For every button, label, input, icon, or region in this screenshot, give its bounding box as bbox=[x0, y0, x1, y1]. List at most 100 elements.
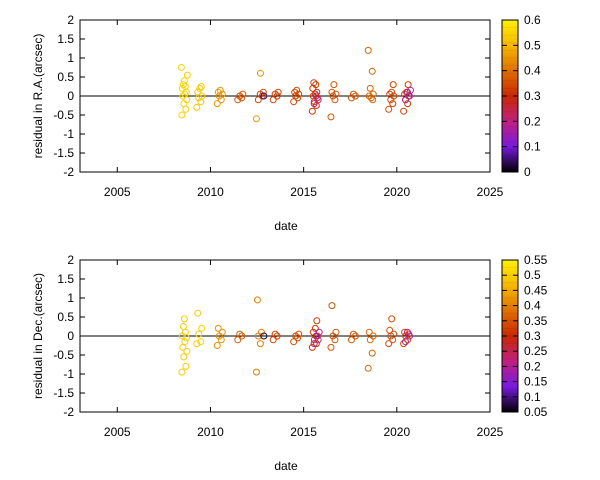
residual-point bbox=[238, 94, 246, 102]
residual-point bbox=[213, 342, 221, 349]
colorbar-tick-label: 0.4 bbox=[524, 299, 541, 313]
residual-point bbox=[349, 90, 357, 98]
ra-x-axis: 2005 2010 2015 2020 2025 bbox=[104, 20, 504, 199]
residual-point bbox=[404, 100, 412, 108]
residual-point bbox=[234, 96, 242, 104]
residual-point bbox=[400, 340, 408, 348]
residual-point bbox=[214, 324, 222, 332]
residual-point bbox=[178, 368, 186, 376]
residual-point bbox=[181, 90, 189, 98]
residual-point bbox=[310, 79, 318, 87]
residual-point bbox=[252, 368, 260, 376]
residual-point bbox=[198, 324, 206, 332]
residual-point bbox=[404, 81, 412, 89]
residual-point bbox=[218, 328, 226, 336]
residual-point bbox=[239, 90, 247, 98]
residual-point bbox=[314, 96, 322, 104]
residual-point bbox=[314, 336, 322, 344]
residual-point bbox=[179, 92, 187, 100]
ra-y-axis: -2 -1.5 -1 -0.5 0 0.5 1 1.5 2 bbox=[53, 13, 490, 179]
dec-x-axis: 2005 2010 2015 2020 2025 bbox=[104, 260, 504, 439]
dec-y-axis: -2 -1.5 -1 -0.5 0 0.5 1 1.5 2 bbox=[53, 253, 490, 419]
residual-point bbox=[179, 81, 187, 89]
residual-point bbox=[389, 100, 397, 108]
residual-point bbox=[332, 90, 340, 98]
residual-point bbox=[294, 94, 302, 102]
x-tick-label: 2015 bbox=[290, 185, 317, 199]
residual-point bbox=[390, 330, 398, 338]
ra-x-axis-label: date bbox=[274, 219, 298, 233]
residual-point bbox=[183, 347, 191, 355]
residual-point bbox=[180, 315, 188, 323]
residual-point bbox=[328, 302, 336, 310]
residual-point bbox=[349, 330, 357, 338]
residual-point bbox=[331, 336, 339, 344]
residual-point bbox=[308, 343, 316, 351]
colorbar-tick-label: 0.45 bbox=[524, 283, 548, 297]
residual-point bbox=[385, 105, 393, 113]
x-tick-label: 2005 bbox=[104, 425, 131, 439]
colorbar-tick-label: 0.15 bbox=[524, 375, 548, 389]
y-tick-label: -2 bbox=[63, 165, 74, 179]
colorbar-tick-label: 0.55 bbox=[524, 253, 548, 267]
residual-point bbox=[198, 92, 206, 100]
residual-point bbox=[256, 340, 264, 348]
residual-point bbox=[177, 64, 185, 71]
residual-point bbox=[294, 334, 302, 342]
x-tick-label: 2020 bbox=[383, 425, 410, 439]
ra-data-points bbox=[177, 46, 414, 123]
y-tick-label: 1 bbox=[67, 51, 74, 65]
residual-point bbox=[182, 362, 190, 370]
residual-point bbox=[197, 83, 205, 90]
residual-point bbox=[273, 332, 281, 340]
residual-point bbox=[178, 111, 186, 119]
residual-point bbox=[260, 92, 268, 100]
residual-point bbox=[309, 92, 317, 100]
residual-point bbox=[253, 296, 261, 304]
residual-point bbox=[252, 115, 260, 123]
colorbar-tick-label: 0.6 bbox=[524, 13, 541, 27]
residual-point bbox=[271, 330, 279, 338]
residual-point bbox=[218, 90, 226, 98]
residual-point bbox=[366, 84, 374, 92]
y-tick-label: 1.5 bbox=[57, 32, 74, 46]
residual-point bbox=[315, 328, 323, 336]
residual-point bbox=[312, 340, 320, 348]
y-tick-label: 2 bbox=[67, 13, 74, 27]
residual-point bbox=[369, 96, 377, 104]
y-tick-label: -0.5 bbox=[53, 348, 74, 362]
residual-point bbox=[195, 330, 203, 338]
x-tick-label: 2025 bbox=[477, 185, 504, 199]
residual-point bbox=[182, 105, 190, 113]
residual-point bbox=[236, 330, 244, 338]
colorbar-tick-label: 0.5 bbox=[524, 38, 541, 52]
residual-point bbox=[402, 96, 409, 104]
colorbar-tick-label: 0.1 bbox=[524, 390, 541, 404]
colorbar-tick-label: 0.2 bbox=[524, 359, 541, 373]
x-tick-label: 2005 bbox=[104, 185, 131, 199]
residual-point bbox=[364, 46, 372, 54]
colorbar-tick-label: 0.1 bbox=[524, 140, 541, 154]
residual-point bbox=[196, 84, 204, 92]
x-tick-label: 2010 bbox=[197, 185, 224, 199]
residual-point bbox=[291, 88, 299, 96]
y-tick-label: -2 bbox=[63, 405, 74, 419]
residual-point bbox=[368, 349, 376, 357]
y-tick-label: 0 bbox=[67, 89, 74, 103]
residual-point bbox=[180, 353, 188, 361]
ra-colorbar-ticks: 0 0.1 0.2 0.3 0.4 0.5 0.6 bbox=[502, 13, 541, 179]
x-tick-label: 2015 bbox=[290, 425, 317, 439]
colorbar-tick-label: 0.25 bbox=[524, 344, 548, 358]
residual-point bbox=[347, 94, 355, 102]
residual-point bbox=[216, 86, 224, 94]
residual-point bbox=[197, 338, 205, 346]
residual-point bbox=[369, 332, 377, 340]
residual-point bbox=[330, 81, 338, 89]
residual-point bbox=[406, 332, 413, 340]
residual-point bbox=[351, 332, 359, 340]
colorbar-tick-label: 0.4 bbox=[524, 64, 541, 78]
residual-point bbox=[401, 328, 409, 336]
residual-point bbox=[180, 77, 188, 85]
dec-x-axis-label: date bbox=[274, 459, 298, 473]
